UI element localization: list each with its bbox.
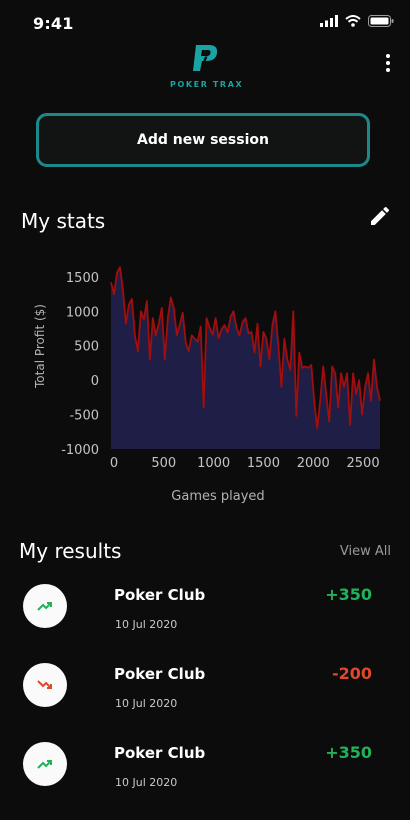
battery-icon (368, 15, 394, 27)
pencil-icon (371, 206, 390, 225)
profit-area (111, 267, 380, 449)
profit-chart: 1500 1000 500 0 -500 -1000 0 500 1000 1500 2000 25… (33, 266, 381, 504)
result-date: 10 Jul 2020 (115, 776, 178, 789)
y-tick-label: -500 (69, 409, 99, 424)
result-amount: +350 (325, 585, 372, 604)
result-amount: -200 (331, 664, 372, 683)
menu-dot (386, 54, 390, 58)
trending-up-icon (37, 760, 52, 769)
y-tick-label: 1000 (66, 305, 99, 320)
results-title: My results (19, 539, 122, 563)
edit-stats-button[interactable] (368, 204, 392, 228)
result-item[interactable]: Poker Club 10 Jul 2020 -200 (0, 649, 410, 728)
x-tick-label: 500 (151, 456, 176, 471)
menu-dot (386, 61, 390, 65)
result-date: 10 Jul 2020 (115, 697, 178, 710)
y-tick-label: 1500 (66, 271, 99, 286)
trend-badge (23, 742, 67, 786)
y-tick-label: 0 (91, 374, 99, 389)
y-axis-ticks: 1500 1000 500 0 -500 -1000 (61, 271, 99, 458)
trending-down-icon (37, 680, 52, 689)
x-tick-label: 2000 (297, 456, 330, 471)
result-date: 10 Jul 2020 (115, 618, 178, 631)
more-menu-button[interactable] (380, 54, 396, 76)
trending-up-icon (37, 602, 52, 611)
result-item[interactable]: Poker Club 10 Jul 2020 +350 (0, 728, 410, 807)
poker-trax-logo-icon (193, 45, 218, 71)
menu-dot (386, 68, 390, 72)
view-all-link[interactable]: View All (339, 544, 391, 559)
x-tick-label: 1500 (247, 456, 280, 471)
x-tick-label: 1000 (197, 456, 230, 471)
status-bar: 9:41 (0, 0, 410, 44)
signal-icon (320, 15, 338, 27)
club-name: Poker Club (114, 586, 206, 604)
y-axis-label: Total Profit ($) (33, 304, 47, 389)
app-logo: POKER TRAX (170, 44, 244, 89)
logo-text: POKER TRAX (170, 80, 244, 89)
y-tick-label: 500 (74, 340, 99, 355)
results-list: Poker Club 10 Jul 2020 +350 Poker Club 1… (0, 570, 410, 807)
trend-badge (23, 584, 67, 628)
y-tick-label: -1000 (61, 443, 99, 458)
wifi-icon (345, 15, 361, 27)
profit-series-line (110, 266, 381, 430)
x-tick-label: 0 (110, 456, 118, 471)
result-item[interactable]: Poker Club 10 Jul 2020 +350 (0, 570, 410, 649)
add-new-session-button[interactable]: Add new session (36, 113, 370, 167)
x-tick-label: 2500 (347, 456, 380, 471)
stats-title: My stats (21, 209, 106, 233)
trend-badge (23, 663, 67, 707)
x-axis-ticks: 0 500 1000 1500 2000 2500 (110, 456, 380, 471)
status-time: 9:41 (33, 14, 74, 33)
club-name: Poker Club (114, 665, 206, 683)
result-amount: +350 (325, 743, 372, 762)
status-icons (320, 15, 394, 27)
club-name: Poker Club (114, 744, 206, 762)
x-axis-label: Games played (171, 489, 264, 504)
